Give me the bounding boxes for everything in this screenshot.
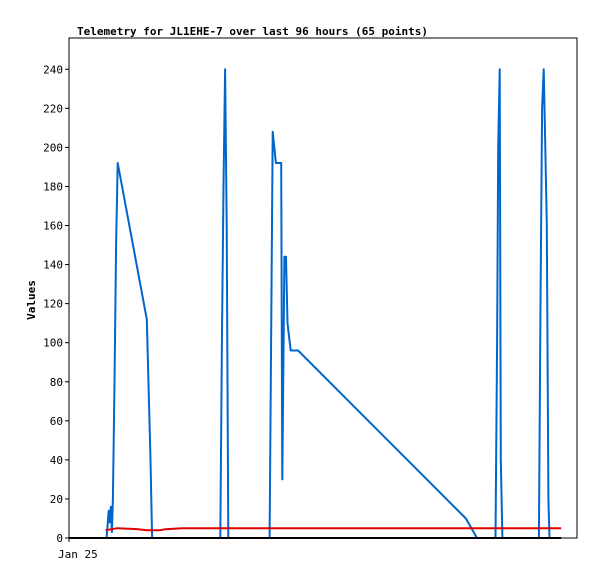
y-tick-label-3: 60: [50, 415, 63, 428]
x-tick-label-0: Jan 25: [58, 548, 98, 561]
series-line-0: [105, 68, 551, 539]
y-tick-label-8: 160: [43, 220, 63, 233]
chart-title: Telemetry for JL1EHE-7 over last 96 hour…: [77, 25, 428, 38]
y-tick-label-7: 140: [43, 259, 63, 272]
x-axis: Jan 25: [58, 538, 98, 561]
series-line-1: [105, 527, 562, 532]
y-tick-label-9: 180: [43, 180, 63, 193]
y-tick-label-12: 240: [43, 63, 63, 76]
y-axis: 0 20 40 60 80 100 120 140 160 180 200 220 240: [43, 63, 69, 545]
y-tick-label-1: 20: [50, 493, 63, 506]
y-tick-label-11: 220: [43, 102, 63, 115]
y-tick-label-5: 100: [43, 337, 63, 350]
series-layer: [69, 68, 562, 539]
y-tick-label-0: 0: [56, 532, 63, 545]
y-tick-label-10: 200: [43, 141, 63, 154]
y-tick-label-2: 40: [50, 454, 63, 467]
y-axis-label: Values: [25, 280, 38, 320]
y-tick-label-4: 80: [50, 376, 63, 389]
y-tick-label-6: 120: [43, 298, 63, 311]
